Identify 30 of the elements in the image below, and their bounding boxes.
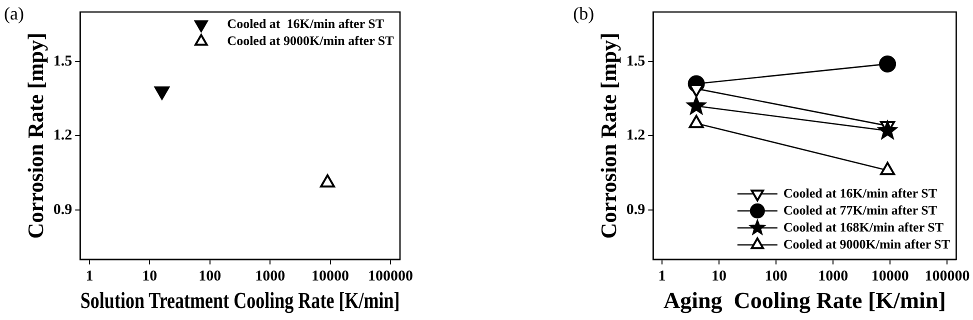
y-tick-label: 1.2 <box>53 128 72 144</box>
x-tick-label: 1 <box>86 268 94 284</box>
y-tick-label: 0.9 <box>626 202 646 218</box>
y-tick-label: 1.5 <box>626 53 646 70</box>
x-tick-label: 10000 <box>871 268 909 284</box>
x-axis-title: Solution Treatment Cooling Rate [K/min] <box>80 289 400 314</box>
y-axis-title: Corrosion Rate [mpy] <box>596 32 621 239</box>
x-tick-label: 1 <box>658 268 666 284</box>
x-tick-label: 100 <box>198 268 222 284</box>
x-tick-label: 100000 <box>368 268 413 284</box>
y-axis-title: Corrosion Rate [mpy] <box>22 32 48 239</box>
legend-label: Cooled at 16K/min after ST <box>783 185 938 200</box>
y-tick-label: 1.5 <box>53 53 72 70</box>
legend-label: Cooled at 9000K/min after ST <box>227 32 394 48</box>
x-tick-label: 10 <box>142 268 158 284</box>
chart-title: (b) <box>573 4 594 24</box>
legend-label: Cooled at 77K/min after ST <box>783 202 938 218</box>
legend-label: Cooled at 16K/min after ST <box>227 16 384 31</box>
x-tick-label: 100000 <box>924 268 970 284</box>
legend-label: Cooled at 9000K/min after ST <box>783 236 950 252</box>
x-tick-label: 10000 <box>312 268 350 284</box>
x-tick-label: 10 <box>712 268 727 284</box>
legend-label: Cooled at 168K/min after ST <box>783 219 944 234</box>
y-tick-label: 0.9 <box>53 202 72 218</box>
x-axis-title: Aging Cooling Rate [K/min] <box>663 288 946 314</box>
chart-title: (a) <box>4 4 24 24</box>
y-tick-label: 1.2 <box>626 128 646 144</box>
x-tick-label: 1000 <box>818 268 848 284</box>
x-tick-label: 100 <box>764 268 788 284</box>
x-tick-label: 1000 <box>255 268 286 284</box>
